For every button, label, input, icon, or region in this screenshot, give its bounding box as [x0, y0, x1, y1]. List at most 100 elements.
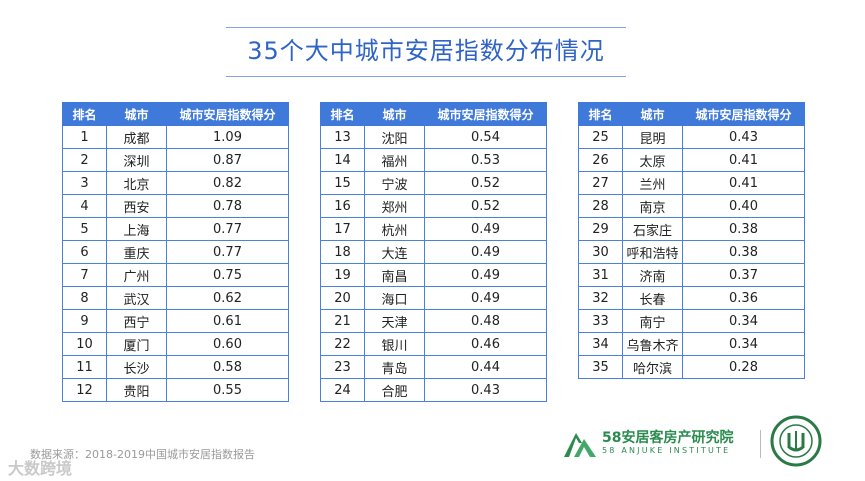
- table-row: 31 济南 0.37: [578, 263, 805, 287]
- table-row: 17 杭州 0.49: [320, 217, 547, 241]
- city-cell: 海口: [364, 286, 425, 310]
- table-row: 22 银川 0.46: [320, 332, 547, 356]
- table-row: 16 郑州 0.52: [320, 194, 547, 218]
- score-cell: 0.38: [682, 217, 805, 241]
- rank-cell: 5: [62, 217, 107, 241]
- score-cell: 0.49: [424, 240, 547, 264]
- score-header: 城市安居指数得分: [166, 102, 289, 126]
- university-seal-icon: [770, 415, 822, 467]
- rank-cell: 10: [62, 332, 107, 356]
- table-row: 13 沈阳 0.54: [320, 125, 547, 149]
- score-cell: 0.49: [424, 286, 547, 310]
- city-header: 城市: [622, 102, 683, 126]
- rank-cell: 23: [320, 355, 365, 379]
- rank-cell: 24: [320, 378, 365, 402]
- score-cell: 0.75: [166, 263, 289, 287]
- table-row: 35 哈尔滨 0.28: [578, 355, 805, 379]
- rank-cell: 26: [578, 148, 623, 172]
- city-cell: 哈尔滨: [622, 355, 683, 379]
- city-cell: 石家庄: [622, 217, 683, 241]
- title-bottom-rule: [226, 76, 626, 77]
- city-cell: 广州: [106, 263, 167, 287]
- city-cell: 呼和浩特: [622, 240, 683, 264]
- rank-cell: 33: [578, 309, 623, 333]
- table-row: 9 西宁 0.61: [62, 309, 289, 333]
- table-row: 14 福州 0.53: [320, 148, 547, 172]
- score-cell: 0.60: [166, 332, 289, 356]
- city-cell: 福州: [364, 148, 425, 172]
- anjuke-mountain-icon: [564, 433, 596, 457]
- table-row: 19 南昌 0.49: [320, 263, 547, 287]
- score-cell: 0.58: [166, 355, 289, 379]
- score-header: 城市安居指数得分: [424, 102, 547, 126]
- city-cell: 深圳: [106, 148, 167, 172]
- rank-cell: 21: [320, 309, 365, 333]
- score-cell: 0.54: [424, 125, 547, 149]
- city-cell: 兰州: [622, 171, 683, 195]
- table-row: 3 北京 0.82: [62, 171, 289, 195]
- table-row: 12 贵阳 0.55: [62, 378, 289, 402]
- city-cell: 成都: [106, 125, 167, 149]
- score-cell: 0.43: [424, 378, 547, 402]
- rank-cell: 4: [62, 194, 107, 218]
- city-cell: 济南: [622, 263, 683, 287]
- rank-cell: 1: [62, 125, 107, 149]
- rank-cell: 16: [320, 194, 365, 218]
- score-cell: 0.34: [682, 309, 805, 333]
- city-header: 城市: [364, 102, 425, 126]
- rank-cell: 6: [62, 240, 107, 264]
- table-row: 32 长春 0.36: [578, 286, 805, 310]
- rank-cell: 15: [320, 171, 365, 195]
- score-cell: 0.77: [166, 240, 289, 264]
- score-cell: 0.41: [682, 148, 805, 172]
- city-cell: 北京: [106, 171, 167, 195]
- ranking-table-3: 排名 城市 城市安居指数得分 25 昆明 0.43 26 太原 0.41 27 兰州 0.41 28 南京…: [578, 102, 805, 379]
- table-header-row: 排名 城市 城市安居指数得分: [62, 102, 289, 126]
- score-cell: 0.62: [166, 286, 289, 310]
- score-cell: 0.44: [424, 355, 547, 379]
- city-header: 城市: [106, 102, 167, 126]
- score-cell: 0.37: [682, 263, 805, 287]
- city-cell: 太原: [622, 148, 683, 172]
- city-cell: 贵阳: [106, 378, 167, 402]
- table-row: 18 大连 0.49: [320, 240, 547, 264]
- city-cell: 南昌: [364, 263, 425, 287]
- rank-cell: 31: [578, 263, 623, 287]
- table-row: 27 兰州 0.41: [578, 171, 805, 195]
- rank-cell: 13: [320, 125, 365, 149]
- table-row: 23 青岛 0.44: [320, 355, 547, 379]
- score-cell: 0.34: [682, 332, 805, 356]
- score-cell: 0.55: [166, 378, 289, 402]
- table-row: 2 深圳 0.87: [62, 148, 289, 172]
- rank-cell: 34: [578, 332, 623, 356]
- watermark-text: 大数跨境: [8, 459, 73, 478]
- score-cell: 0.36: [682, 286, 805, 310]
- page-title: 35个大中城市安居指数分布情况: [247, 37, 605, 65]
- source-note: 数据来源：2018-2019中国城市安居指数报告: [30, 448, 255, 461]
- score-cell: 0.40: [682, 194, 805, 218]
- rank-cell: 12: [62, 378, 107, 402]
- table-row: 25 昆明 0.43: [578, 125, 805, 149]
- rank-cell: 27: [578, 171, 623, 195]
- rank-header: 排名: [320, 102, 365, 126]
- rank-cell: 22: [320, 332, 365, 356]
- table-row: 26 太原 0.41: [578, 148, 805, 172]
- city-cell: 西宁: [106, 309, 167, 333]
- rank-cell: 19: [320, 263, 365, 287]
- score-cell: 0.61: [166, 309, 289, 333]
- rank-cell: 20: [320, 286, 365, 310]
- city-cell: 青岛: [364, 355, 425, 379]
- city-cell: 厦门: [106, 332, 167, 356]
- table-row: 21 天津 0.48: [320, 309, 547, 333]
- score-cell: 0.48: [424, 309, 547, 333]
- table-row: 24 合肥 0.43: [320, 378, 547, 402]
- rank-cell: 32: [578, 286, 623, 310]
- score-cell: 1.09: [166, 125, 289, 149]
- rank-cell: 7: [62, 263, 107, 287]
- city-cell: 长春: [622, 286, 683, 310]
- rank-cell: 9: [62, 309, 107, 333]
- score-cell: 0.38: [682, 240, 805, 264]
- rank-header: 排名: [578, 102, 623, 126]
- city-cell: 南京: [622, 194, 683, 218]
- city-cell: 长沙: [106, 355, 167, 379]
